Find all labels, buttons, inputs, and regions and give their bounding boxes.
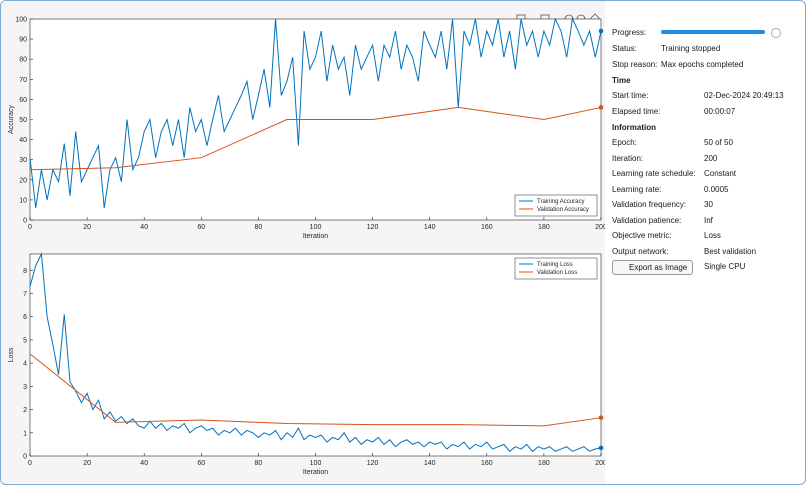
y-tick-label: 100 [15, 17, 27, 24]
y-tick-label: 50 [19, 117, 27, 124]
y-tick-label: 80 [19, 57, 27, 64]
y-tick-label: 1 [23, 430, 27, 437]
progress-label: Progress: [612, 28, 647, 37]
x-tick-label: 200 [595, 460, 605, 467]
x-tick-label: 120 [367, 460, 379, 467]
info-key: Learning rate: [612, 184, 662, 194]
series-line [29, 106, 602, 171]
stop-button[interactable] [771, 28, 781, 38]
last-point [598, 105, 604, 110]
info-value: Inf [704, 215, 713, 225]
x-tick-label: 100 [310, 224, 322, 231]
status-key: Stop reason: [612, 60, 658, 69]
y-tick-label: 30 [19, 157, 27, 164]
time-value: 02-Dec-2024 20:49:13 [704, 91, 784, 100]
x-tick-label: 80 [255, 224, 263, 231]
info-key: Learning rate schedule: [612, 169, 696, 178]
last-point [598, 415, 604, 420]
info-value: 200 [704, 153, 718, 163]
y-axis-label: Accuracy [8, 105, 15, 134]
x-tick-label: 200 [595, 224, 605, 231]
y-tick-label: 4 [23, 361, 27, 368]
legend-box [514, 194, 598, 217]
y-axis-label: Loss [8, 347, 15, 362]
y-tick-label: 6 [23, 314, 27, 321]
x-tick-label: 0 [28, 224, 32, 231]
last-point [598, 28, 604, 34]
info-key: Validation patience: [612, 215, 682, 225]
x-tick-label: 20 [83, 460, 91, 467]
x-tick-label: 60 [197, 224, 205, 231]
info-value: Best validation [704, 246, 757, 256]
legend-label: Training Accuracy [537, 199, 584, 205]
x-axis-label: Iteration [303, 469, 328, 476]
status-key: Status: [612, 44, 637, 53]
y-tick-label: 70 [19, 77, 27, 84]
y-tick-label: 2 [23, 407, 27, 414]
time-key: Elapsed time: [612, 107, 661, 116]
x-tick-label: 140 [424, 224, 436, 231]
info-key: Output network: [612, 246, 669, 256]
x-tick-label: 100 [310, 460, 322, 467]
y-tick-label: 5 [23, 337, 27, 344]
legend-label: Training Loss [537, 262, 573, 268]
y-tick-label: 3 [23, 384, 27, 391]
info-key: Validation frequency: [612, 200, 687, 209]
x-axis-label: Iteration [303, 233, 328, 240]
x-tick-label: 160 [481, 224, 493, 231]
info-value: Single CPU [704, 262, 746, 271]
info-value: 0.0005 [704, 184, 729, 194]
x-tick-label: 0 [28, 460, 32, 467]
y-tick-label: 90 [19, 37, 27, 44]
x-tick-label: 20 [83, 224, 91, 231]
last-point [598, 445, 604, 451]
progress-bar [661, 30, 765, 34]
y-tick-label: 0 [23, 454, 27, 461]
x-tick-label: 120 [367, 224, 379, 231]
y-tick-label: 10 [19, 197, 27, 204]
series-line [29, 17, 602, 209]
time-value: 00:00:07 [704, 107, 736, 116]
export-button[interactable]: Export as Image [612, 260, 694, 275]
x-tick-label: 160 [481, 460, 493, 467]
x-tick-label: 140 [424, 460, 436, 467]
section-title: Information [612, 123, 656, 132]
info-key: Objective metric: [612, 231, 672, 240]
info-value: 50 of 50 [704, 138, 733, 147]
y-tick-label: 20 [19, 177, 27, 184]
info-value: Constant [704, 169, 737, 178]
info-key: Epoch: [612, 138, 637, 147]
status-value: Training stopped [661, 44, 721, 53]
y-tick-label: 7 [23, 291, 27, 298]
info-value: Loss [704, 231, 721, 240]
info-value: 30 [704, 200, 713, 209]
x-tick-label: 40 [140, 460, 148, 467]
info-key: Iteration: [612, 153, 644, 163]
x-tick-label: 180 [538, 460, 550, 467]
legend-label: Validation Accuracy [537, 207, 589, 213]
y-tick-label: 0 [23, 218, 27, 225]
series-line [29, 252, 602, 453]
x-tick-label: 180 [538, 224, 550, 231]
y-tick-label: 40 [19, 137, 27, 144]
y-tick-label: 8 [23, 268, 27, 275]
series-line [29, 353, 602, 427]
x-tick-label: 40 [140, 224, 148, 231]
legend-box [514, 257, 598, 280]
legend-label: Validation Loss [537, 270, 577, 276]
x-tick-label: 60 [197, 460, 205, 467]
time-key: Start time: [612, 91, 649, 100]
section-title: Time [612, 76, 631, 85]
x-tick-label: 80 [255, 460, 263, 467]
y-tick-label: 60 [19, 97, 27, 104]
status-value: Max epochs completed [661, 60, 744, 69]
